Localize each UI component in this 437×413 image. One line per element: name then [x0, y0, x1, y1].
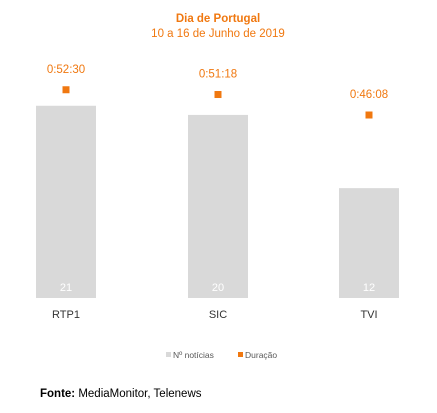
chart-subtitle: 10 a 16 de Junho de 2019	[151, 28, 285, 40]
bar	[36, 105, 96, 299]
category-label: TVI	[360, 309, 377, 321]
duration-label: 0:51:18	[199, 69, 237, 81]
bar	[188, 114, 248, 298]
bar-value-label: 20	[212, 282, 224, 294]
duration-marker	[214, 91, 222, 99]
plot-area: 21 0:52:30 RTP1 20 0:51:18 SIC 12 0:46:08 TVI	[36, 64, 399, 321]
duration-label: 0:52:30	[47, 64, 85, 76]
legend-swatch	[166, 352, 171, 357]
legend-label: Nº notícias	[173, 350, 214, 360]
legend-swatch	[238, 352, 243, 357]
legend-label: Duração	[245, 350, 277, 360]
category-label: SIC	[209, 309, 227, 321]
legend: Nº notícias Duração	[166, 350, 277, 360]
duration-label: 0:46:08	[350, 89, 388, 101]
duration-marker	[365, 111, 373, 119]
source-note: Fonte: MediaMonitor, Telenews	[40, 388, 202, 400]
duration-marker	[62, 86, 70, 94]
bar	[339, 188, 399, 298]
source-text: MediaMonitor, Telenews	[75, 388, 202, 400]
bar-value-label: 21	[60, 282, 72, 294]
bar-value-label: 12	[363, 282, 375, 294]
chart-title: Dia de Portugal	[176, 13, 260, 25]
category-label: RTP1	[52, 309, 80, 321]
source-label: Fonte:	[40, 388, 76, 400]
